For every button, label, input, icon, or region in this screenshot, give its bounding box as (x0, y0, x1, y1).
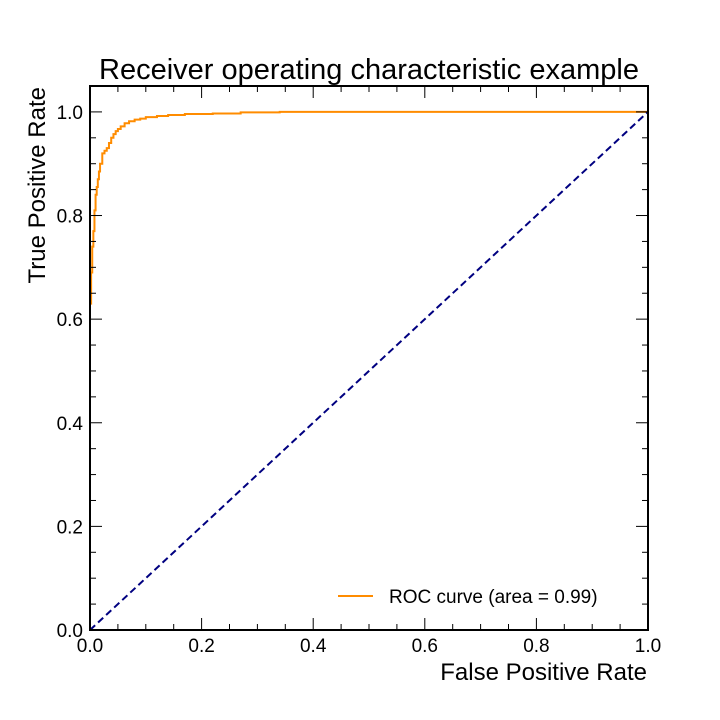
x-axis-label: False Positive Rate (440, 659, 647, 686)
legend-label-roc: ROC curve (area = 0.99) (389, 587, 598, 608)
y-tick-label: 0.4 (57, 414, 84, 435)
plot-frame (89, 85, 649, 631)
y-axis-label: True Positive Rate (24, 87, 51, 284)
chance-diagonal-line (89, 111, 649, 631)
plot-area (89, 110, 649, 631)
x-tick-label: 0.6 (412, 636, 438, 657)
y-tick-label: 0.2 (57, 517, 83, 538)
x-tick-label: 0.0 (77, 636, 103, 657)
x-tick-label: 0.2 (188, 636, 214, 657)
legend: ROC curve (area = 0.99) (338, 587, 598, 608)
y-tick-label: 0.8 (57, 207, 83, 228)
x-tick-label: 1.0 (635, 636, 661, 657)
y-tick-label: 0.0 (57, 621, 83, 642)
roc-curve-line (89, 110, 648, 630)
chart-title: Receiver operating characteristic exampl… (99, 54, 639, 86)
x-tick-label: 0.8 (523, 636, 549, 657)
axis-ticks: 0.0 0.2 0.4 0.6 0.8 1.0 0.0 0.2 0.4 0.6 0.8 1.0 (57, 85, 661, 657)
x-tick-label: 0.4 (300, 636, 327, 657)
y-tick-label: 1.0 (57, 103, 83, 124)
y-tick-label: 0.6 (57, 310, 83, 331)
